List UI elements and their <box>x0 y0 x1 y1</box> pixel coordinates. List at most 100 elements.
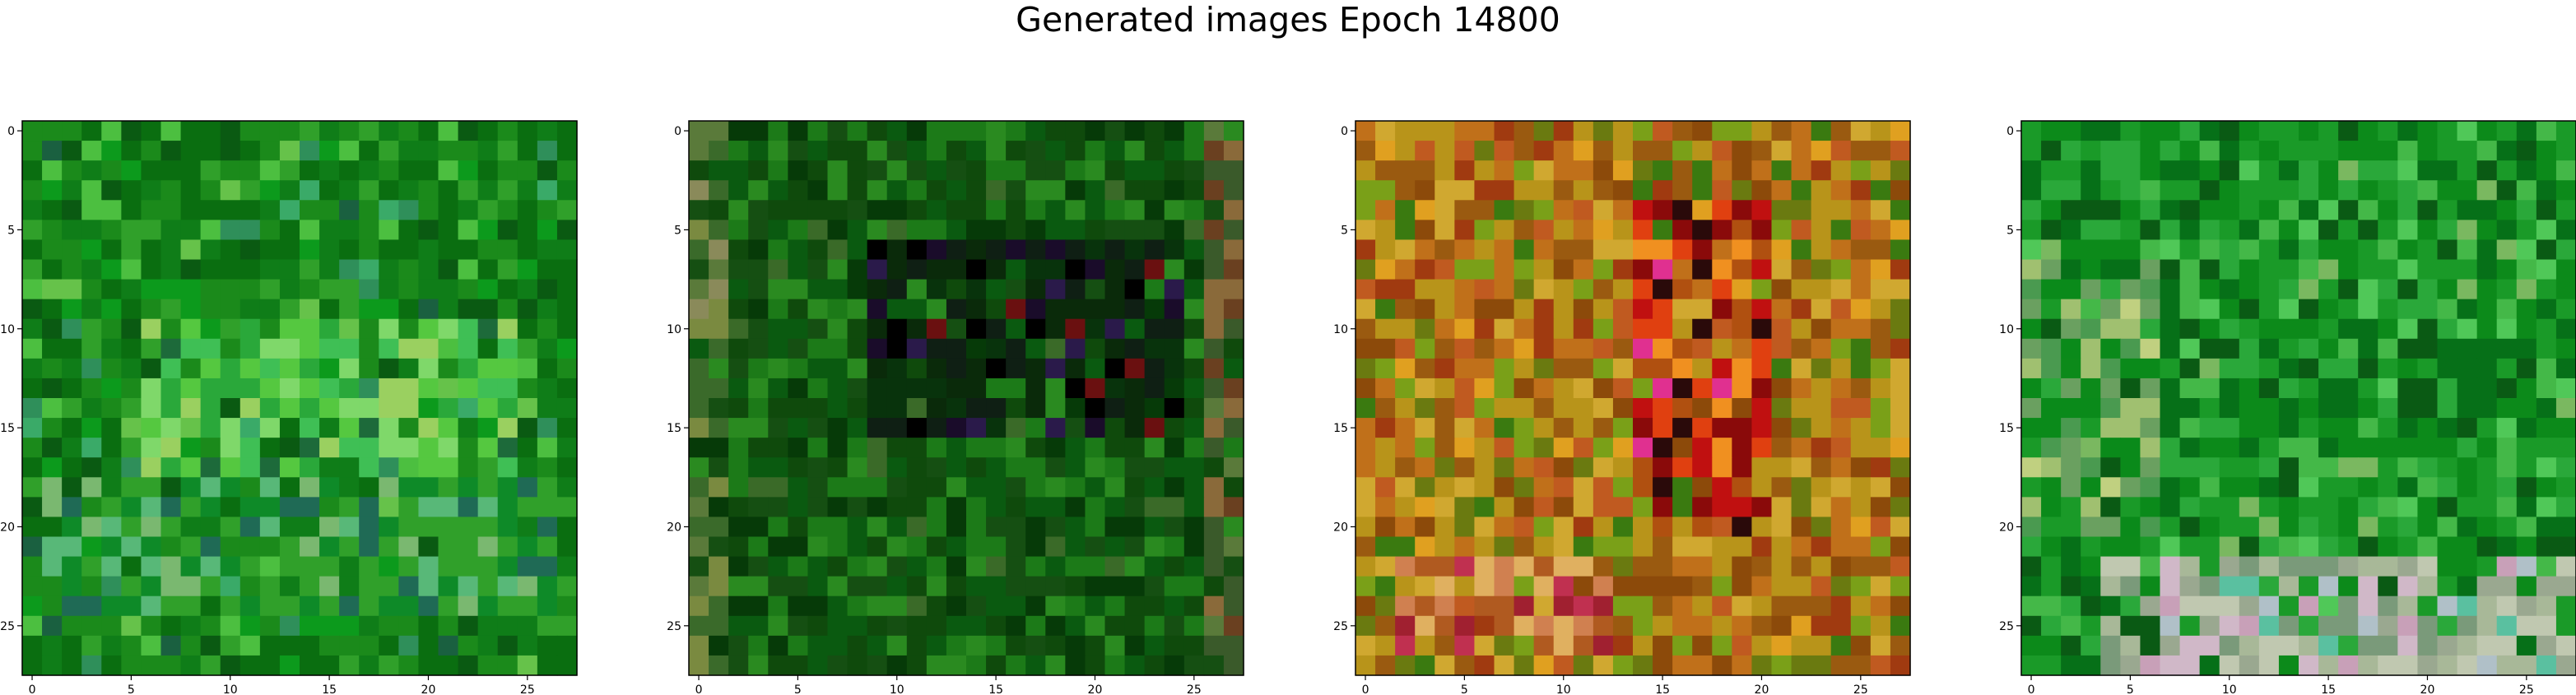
pixel-cell <box>2378 398 2398 419</box>
pixel-cell <box>2536 556 2557 577</box>
pixel-cell <box>1065 318 1086 340</box>
pixel-cell <box>926 517 947 538</box>
pixel-cell <box>2437 220 2458 241</box>
pixel-cell <box>1454 200 1476 220</box>
pixel-cell <box>2476 615 2498 637</box>
pixel-cell <box>1025 358 1046 379</box>
pixel-cell <box>1514 477 1535 498</box>
pixel-cell <box>160 358 182 379</box>
pixel-cell <box>2516 655 2537 676</box>
pixel-cell <box>2278 259 2299 280</box>
pixel-cell <box>339 121 360 141</box>
pixel-cell <box>1203 517 1225 538</box>
pixel-cell <box>768 635 788 656</box>
pixel-cell <box>62 378 82 399</box>
pixel-cell <box>2397 239 2419 261</box>
pixel-cell <box>2318 655 2339 676</box>
pixel-cell <box>1183 576 1205 597</box>
pixel-cell <box>2081 497 2101 518</box>
pixel-cell <box>220 497 241 518</box>
pixel-cell <box>2179 418 2201 438</box>
pixel-cell <box>2338 517 2359 538</box>
pixel-cell <box>2041 121 2062 141</box>
pixel-cell <box>1830 299 1852 320</box>
pixel-cell <box>1085 595 1106 617</box>
pixel-cell <box>1045 497 1066 518</box>
pixel-cell <box>2100 497 2121 518</box>
pixel-cell <box>220 517 241 538</box>
pixel-cell <box>279 418 300 438</box>
pixel-cell <box>2338 477 2359 498</box>
pixel-cell <box>1203 635 1225 656</box>
pixel-cell <box>1085 615 1106 637</box>
pixel-cell <box>867 398 888 419</box>
pixel-cell <box>2258 299 2280 320</box>
pixel-cell <box>1612 457 1634 478</box>
pixel-cell <box>2299 595 2319 617</box>
pixel-cell <box>1573 299 1594 320</box>
pixel-cell <box>1533 438 1555 458</box>
pixel-cell <box>2081 398 2101 419</box>
pixel-cell <box>1474 497 1495 518</box>
pixel-cell <box>1811 338 1832 359</box>
pixel-cell <box>81 517 102 538</box>
pixel-cell <box>1395 536 1416 558</box>
pixel-cell <box>886 259 908 280</box>
pixel-cell <box>2160 220 2181 241</box>
pixel-cell <box>827 160 849 181</box>
pixel-cell <box>986 259 1007 280</box>
pixel-cell <box>1830 279 1852 300</box>
pixel-cell <box>1712 635 1732 656</box>
pixel-cell <box>259 121 281 141</box>
pixel-cell <box>1850 358 1872 379</box>
pixel-cell <box>2397 418 2419 438</box>
pixel-cell <box>537 259 558 280</box>
pixel-cell <box>477 635 499 656</box>
pixel-cell <box>986 497 1007 518</box>
pixel-cell <box>2378 497 2398 518</box>
pixel-cell <box>1771 299 1793 320</box>
pixel-cell <box>2476 239 2498 261</box>
pixel-cell <box>418 655 439 676</box>
pixel-cell <box>2555 635 2576 656</box>
pixel-cell <box>101 497 122 518</box>
pixel-cell <box>2358 318 2378 340</box>
pixel-cell <box>2100 438 2121 458</box>
pixel-cell <box>1454 141 1476 161</box>
pixel-cell <box>1791 318 1812 340</box>
pixel-cell <box>2160 438 2181 458</box>
pixel-cell <box>1025 279 1046 300</box>
pixel-cell <box>886 655 908 676</box>
pixel-cell <box>2318 517 2339 538</box>
pixel-cell <box>141 517 162 538</box>
pixel-cell <box>2021 259 2042 280</box>
pixel-cell <box>1223 121 1244 141</box>
pixel-cell <box>398 418 420 438</box>
pixel-cell <box>180 200 202 220</box>
pixel-cell <box>180 556 202 577</box>
pixel-cell <box>1830 517 1852 538</box>
pixel-cell <box>62 477 82 498</box>
pixel-cell <box>2378 338 2398 359</box>
pixel-cell <box>1494 299 1515 320</box>
pixel-cell <box>497 517 518 538</box>
pixel-cell <box>2318 497 2339 518</box>
pixel-cell <box>886 279 908 300</box>
pixel-cell <box>768 220 788 241</box>
pixel-cell <box>141 160 162 181</box>
pixel-cell <box>1434 576 1455 597</box>
pixel-cell <box>1870 398 1891 419</box>
pixel-cell <box>2496 200 2518 220</box>
pixel-cell <box>1454 358 1476 379</box>
pixel-cell <box>807 299 829 320</box>
pixel-cell <box>1533 279 1555 300</box>
pixel-cell <box>2061 200 2081 220</box>
pixel-cell <box>2358 220 2378 241</box>
pixel-cell <box>807 536 829 558</box>
pixel-cell <box>1124 517 1146 538</box>
pixel-cell <box>788 497 809 518</box>
pixel-cell <box>2278 121 2299 141</box>
pixel-cell <box>379 358 399 379</box>
pixel-cell <box>2219 180 2240 201</box>
pixel-cell <box>2239 457 2260 478</box>
